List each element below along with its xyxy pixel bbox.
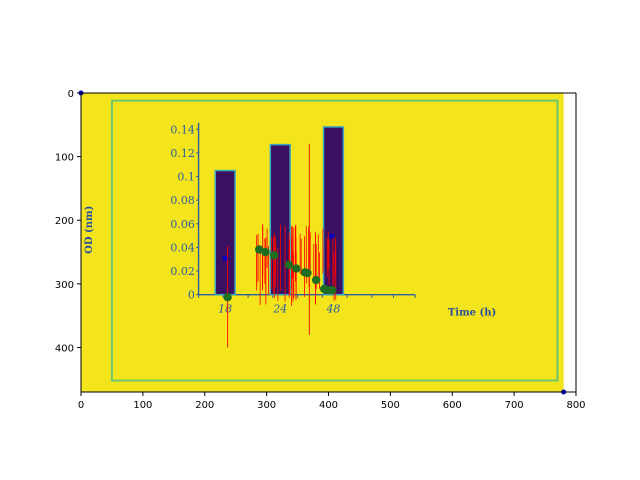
- plot-area: 0.14 0.12 0.1 0.08 0.06 0.04 0.02 0 18 24 48 OD (nm…: [78, 90, 567, 395]
- inner-y-tick-label: 0.02: [170, 265, 195, 278]
- green-point: [284, 260, 294, 269]
- blue-marker: [329, 233, 335, 239]
- bar: [322, 126, 345, 296]
- inner-y-tick-label: 0.08: [170, 194, 195, 207]
- x-tick-label: 800: [566, 400, 585, 411]
- inner-x-tick-label: 18: [218, 302, 232, 315]
- green-point: [292, 264, 301, 273]
- x-tick-label: 0: [78, 400, 84, 411]
- x-tick-label: 300: [257, 400, 276, 411]
- y-tick-label: 100: [55, 153, 74, 164]
- y-tick-label: 200: [55, 216, 74, 227]
- x-tick-label: 200: [195, 400, 214, 411]
- inner-y-tick-label: 0.14: [170, 123, 195, 136]
- x-tick-label: 100: [133, 400, 152, 411]
- inner-y-tick-label: 0: [188, 289, 195, 302]
- inner-x-axis-label: Time (h): [448, 308, 496, 319]
- inner-x-tick-label: 24: [272, 302, 287, 315]
- green-point: [261, 247, 270, 257]
- y-tick-label: 0: [68, 89, 74, 100]
- green-point: [223, 293, 232, 302]
- bar: [214, 169, 236, 296]
- x-tick-label: 400: [319, 400, 338, 411]
- x-tick-label: 600: [443, 400, 462, 411]
- x-tick-label: 500: [381, 400, 400, 411]
- image-background: [81, 93, 564, 392]
- inner-x-tick-label: 48: [325, 302, 340, 315]
- axes: 0 100 200 300 400 500 600 700 800 0 100 200 300 400: [55, 89, 586, 411]
- inner-y-tick-label: 0.04: [170, 241, 195, 254]
- inner-y-tick-label: 0.12: [170, 147, 195, 160]
- blue-marker: [222, 255, 228, 261]
- inner-frame: [110, 99, 559, 382]
- inner-y-axis-label: OD (nm): [84, 206, 95, 254]
- green-point: [269, 251, 279, 260]
- inner-y-tick-label: 0.1: [177, 171, 195, 184]
- green-point: [303, 268, 312, 278]
- inner-y-tick-label: 0.06: [170, 218, 195, 231]
- green-point: [328, 286, 337, 295]
- green-point: [311, 275, 321, 285]
- y-tick-label: 400: [55, 343, 74, 354]
- y-tick-label: 300: [55, 280, 74, 291]
- x-tick-label: 700: [505, 400, 524, 411]
